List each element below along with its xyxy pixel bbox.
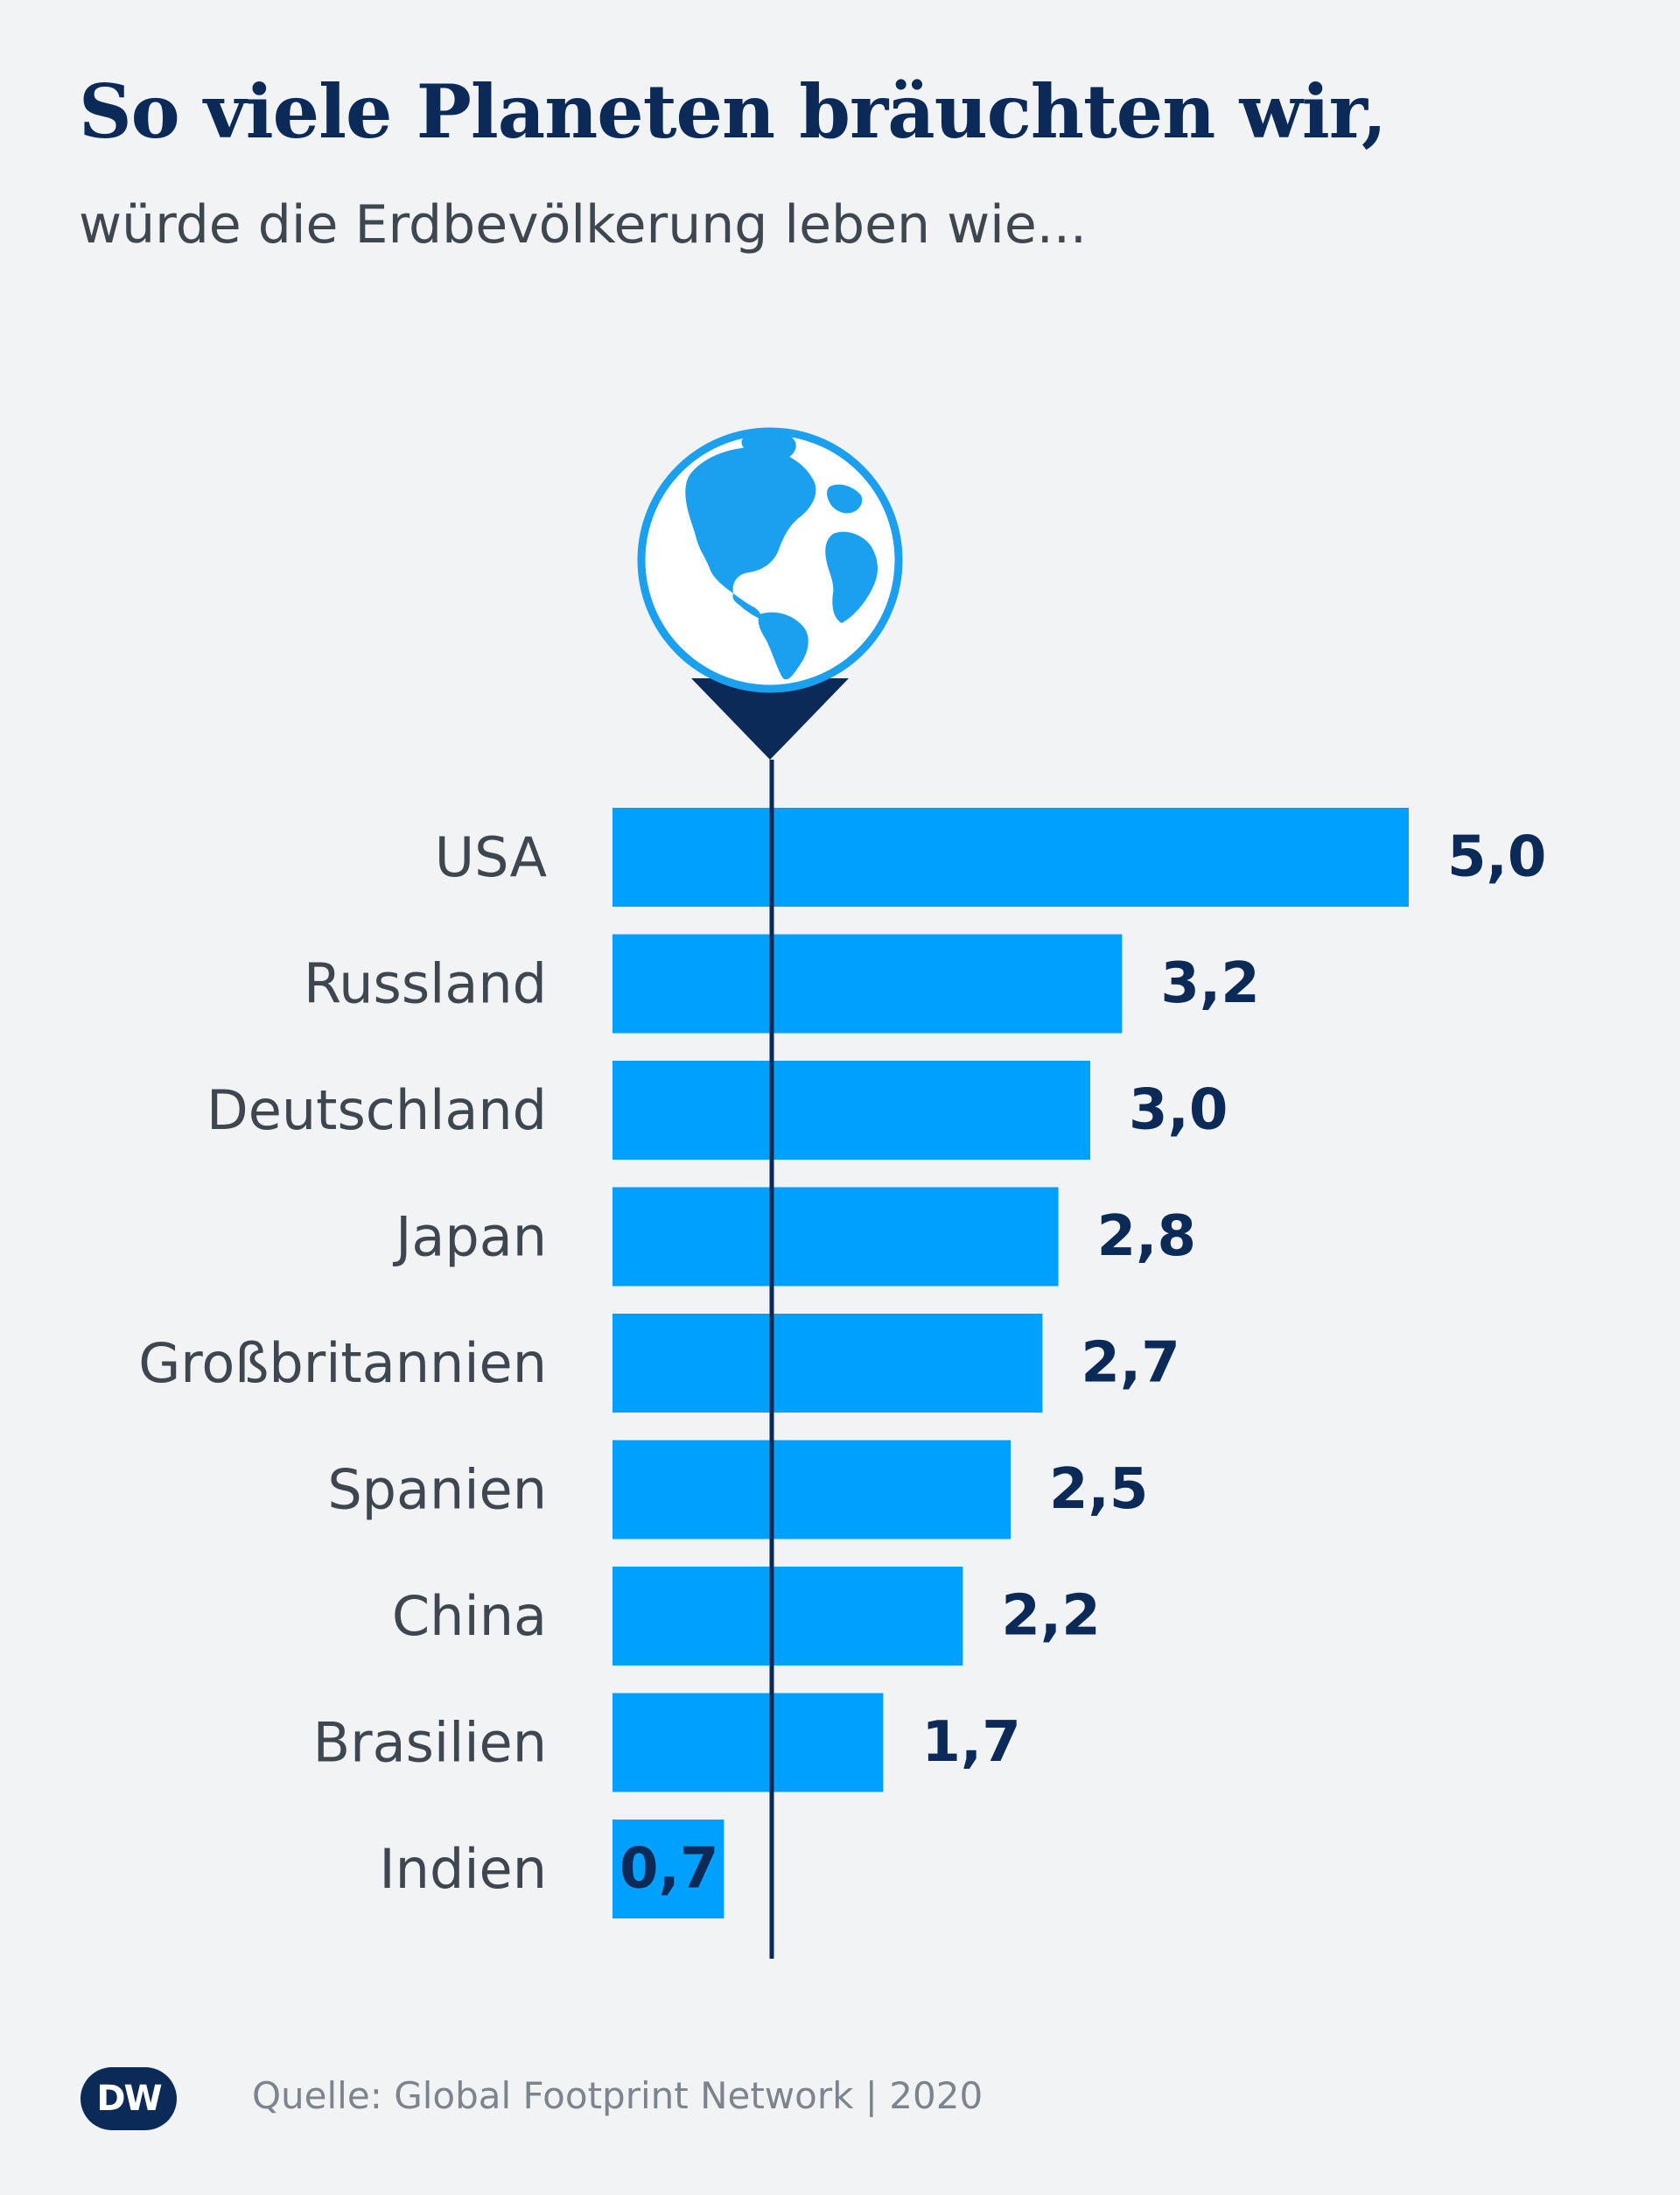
category-label: Russland: [304, 952, 547, 1016]
value-label: 3,0: [1129, 1078, 1228, 1143]
bar-russland: [612, 934, 1123, 1034]
value-label: 2,2: [1001, 1584, 1100, 1649]
chart-subtitle: würde die Erdbevölkerung leben wie...: [79, 194, 1087, 256]
category-label: Japan: [392, 1205, 547, 1269]
bar-japan: [612, 1187, 1059, 1287]
bar-brasilien: [612, 1693, 884, 1792]
category-label: USA: [435, 825, 547, 889]
category-label: Deutschland: [206, 1078, 547, 1142]
category-label: Großbritannien: [138, 1331, 547, 1395]
globe-pin-icon: [637, 427, 903, 760]
chart-title: So viele Planeten bräuchten wir,: [79, 68, 1387, 155]
dw-logo: DW: [80, 2067, 177, 2130]
value-label: 3,2: [1160, 951, 1259, 1016]
value-label: 0,7: [620, 1837, 718, 1902]
value-label: 2,7: [1081, 1331, 1180, 1396]
bar-deutschland: [612, 1061, 1090, 1160]
value-label: 1,7: [921, 1710, 1020, 1775]
category-label: China: [392, 1584, 547, 1648]
bar-indien: [612, 1820, 724, 1918]
category-label: Spanien: [327, 1458, 547, 1522]
value-label: 5,0: [1447, 825, 1546, 890]
bar-china: [612, 1567, 963, 1666]
bar-gro-britannien: [612, 1314, 1043, 1413]
bar-usa: [612, 808, 1409, 907]
category-label: Indien: [379, 1837, 547, 1901]
bar-spanien: [612, 1440, 1011, 1539]
source-note: Quelle: Global Footprint Network | 2020: [252, 2074, 984, 2117]
category-label: Brasilien: [313, 1711, 547, 1775]
value-label: 2,8: [1097, 1204, 1196, 1269]
value-label: 2,5: [1049, 1457, 1148, 1522]
